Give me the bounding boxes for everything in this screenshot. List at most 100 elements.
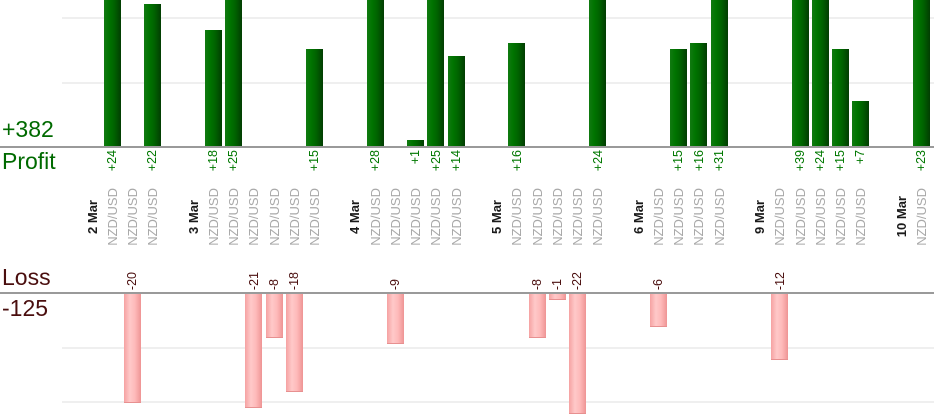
symbol-label-text: NZD/USD bbox=[671, 188, 687, 246]
symbol-label: NZD/USD bbox=[648, 184, 668, 250]
profit-bar bbox=[366, 0, 384, 146]
symbol-label-text: NZD/USD bbox=[104, 188, 120, 246]
symbol-label: NZD/USD bbox=[567, 184, 587, 250]
profit-bar bbox=[832, 49, 850, 146]
symbol-label: NZD/USD bbox=[709, 184, 729, 250]
symbol-label: NZD/USD bbox=[304, 184, 324, 250]
profit-bar bbox=[690, 42, 708, 146]
loss-value-label: -12 bbox=[770, 250, 790, 290]
symbol-label-text: NZD/USD bbox=[448, 188, 464, 246]
loss-value-label: -8 bbox=[527, 250, 547, 290]
profit-value-label: +7 bbox=[851, 150, 871, 186]
symbol-label: NZD/USD bbox=[527, 184, 547, 250]
loss-bar bbox=[649, 294, 667, 328]
date-label: 6 Mar bbox=[628, 184, 648, 250]
symbol-label-text: NZD/USD bbox=[792, 188, 808, 246]
loss-value-label: -1 bbox=[547, 250, 567, 290]
symbol-label-text: NZD/USD bbox=[590, 188, 606, 246]
profit-value-label: +24 bbox=[588, 150, 608, 186]
profit-value-label: +28 bbox=[365, 150, 385, 186]
loss-value-label-text: -21 bbox=[246, 271, 261, 290]
profit-value-label-text: +14 bbox=[448, 150, 463, 172]
symbol-label: NZD/USD bbox=[244, 184, 264, 250]
symbol-label: NZD/USD bbox=[143, 184, 163, 250]
symbol-label-text: NZD/USD bbox=[307, 188, 323, 246]
symbol-label-text: NZD/USD bbox=[711, 188, 727, 246]
symbol-label-text: NZD/USD bbox=[124, 188, 140, 246]
symbol-label: NZD/USD bbox=[790, 184, 810, 250]
symbol-label-text: NZD/USD bbox=[428, 188, 444, 246]
symbol-label-text: NZD/USD bbox=[226, 188, 242, 246]
profit-axis-line bbox=[0, 146, 934, 148]
date-label-text: 5 Mar bbox=[489, 200, 505, 234]
loss-value-label: -22 bbox=[567, 250, 587, 290]
symbol-label-text: NZD/USD bbox=[853, 188, 869, 246]
symbol-label-text: NZD/USD bbox=[145, 188, 161, 246]
date-label: 2 Mar bbox=[82, 184, 102, 250]
profit-bar bbox=[508, 42, 526, 146]
profit-value-label: +15 bbox=[830, 150, 850, 186]
loss-value-label-text: -22 bbox=[570, 271, 585, 290]
symbol-label: NZD/USD bbox=[102, 184, 122, 250]
symbol-label-text: NZD/USD bbox=[408, 188, 424, 246]
profit-value-label: +15 bbox=[669, 150, 689, 186]
date-label: 10 Mar bbox=[891, 184, 911, 250]
profit-total-label: +382 bbox=[2, 116, 54, 142]
profit-value-label: +24 bbox=[810, 150, 830, 186]
loss-bar bbox=[548, 294, 566, 301]
profit-gridline bbox=[62, 81, 934, 84]
profit-value-label-text: +23 bbox=[914, 150, 929, 172]
loss-axis-line bbox=[0, 292, 934, 294]
symbol-label: NZD/USD bbox=[507, 184, 527, 250]
date-label: 9 Mar bbox=[749, 184, 769, 250]
profit-value-label-text: +16 bbox=[509, 150, 524, 172]
profit-value-label: +25 bbox=[224, 150, 244, 186]
profit-value-label: +24 bbox=[102, 150, 122, 186]
symbol-label-text: NZD/USD bbox=[650, 188, 666, 246]
date-label-text: 10 Mar bbox=[893, 196, 909, 238]
profit-bar bbox=[447, 55, 465, 146]
loss-value-label: -9 bbox=[385, 250, 405, 290]
profit-bar bbox=[912, 0, 930, 146]
loss-value-label-text: -20 bbox=[125, 271, 140, 290]
symbol-label: NZD/USD bbox=[385, 184, 405, 250]
symbol-label-text: NZD/USD bbox=[529, 188, 545, 246]
profit-value-label-text: +24 bbox=[104, 150, 119, 172]
profit-value-label-text: +24 bbox=[590, 150, 605, 172]
loss-value-label-text: -1 bbox=[550, 278, 565, 290]
loss-bar bbox=[771, 294, 789, 360]
profit-value-label-text: +28 bbox=[367, 150, 382, 172]
profit-value-label: +1 bbox=[406, 150, 426, 186]
profit-bar bbox=[589, 0, 607, 146]
profit-value-label-text: +24 bbox=[813, 150, 828, 172]
loss-plot-area bbox=[0, 294, 934, 420]
symbol-label: NZD/USD bbox=[446, 184, 466, 250]
symbol-label-text: NZD/USD bbox=[205, 188, 221, 246]
profit-value-label-text: +15 bbox=[671, 150, 686, 172]
profit-value-label: +16 bbox=[689, 150, 709, 186]
symbol-label-text: NZD/USD bbox=[266, 188, 282, 246]
loss-bar bbox=[123, 294, 141, 403]
loss-value-label-text: -6 bbox=[651, 278, 666, 290]
profit-value-label: +23 bbox=[911, 150, 931, 186]
loss-value-label: -18 bbox=[284, 250, 304, 290]
symbol-label-text: NZD/USD bbox=[549, 188, 565, 246]
profit-bar bbox=[144, 4, 162, 146]
profit-caption: Profit bbox=[2, 148, 56, 174]
profit-value-label: +16 bbox=[507, 150, 527, 186]
loss-value-label: -20 bbox=[122, 250, 142, 290]
symbol-label: NZD/USD bbox=[911, 184, 931, 250]
symbol-label: NZD/USD bbox=[406, 184, 426, 250]
loss-bar bbox=[285, 294, 303, 393]
loss-value-label-text: -12 bbox=[772, 271, 787, 290]
symbol-label: NZD/USD bbox=[203, 184, 223, 250]
symbol-label: NZD/USD bbox=[588, 184, 608, 250]
profit-value-label-text: +25 bbox=[428, 150, 443, 172]
loss-gridline bbox=[62, 401, 934, 403]
symbol-label-text: NZD/USD bbox=[570, 188, 586, 246]
profit-value-label-text: +7 bbox=[853, 150, 868, 165]
symbol-label-text: NZD/USD bbox=[913, 188, 929, 246]
profit-bar bbox=[791, 0, 809, 146]
profit-value-label-text: +1 bbox=[408, 150, 423, 165]
symbol-label-text: NZD/USD bbox=[387, 188, 403, 246]
